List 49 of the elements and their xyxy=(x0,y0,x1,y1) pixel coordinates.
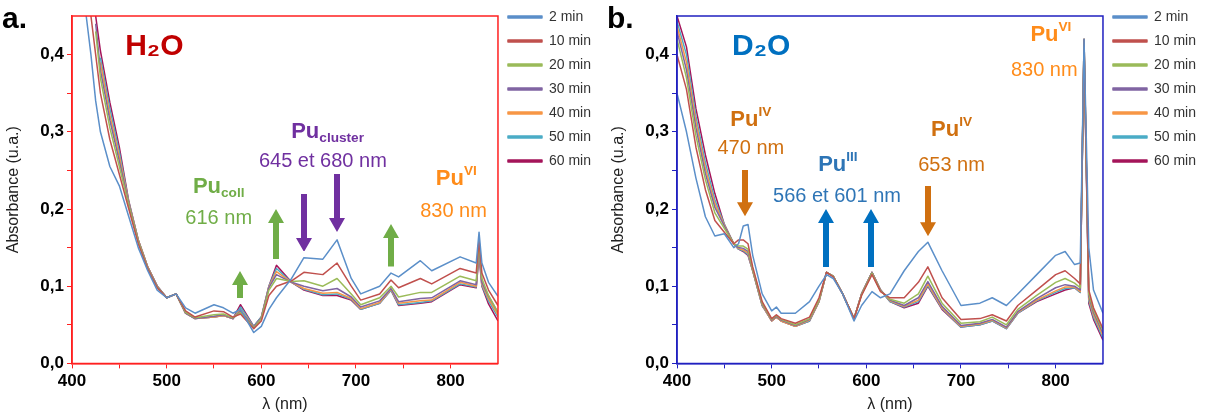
legend-label: 60 min xyxy=(548,151,592,168)
legend-label: 30 min xyxy=(1153,79,1197,96)
legend-label: 20 min xyxy=(548,55,592,72)
legend-label: 2 min xyxy=(548,7,584,24)
annotation: 470 nm xyxy=(717,135,785,158)
y-tick-label: 0,1 xyxy=(645,275,669,295)
chart-title: b. xyxy=(607,1,634,35)
y-tick-label: 0,4 xyxy=(40,44,65,64)
y-tick-label: 0,1 xyxy=(40,275,64,295)
annotation: 830 nm xyxy=(420,198,487,221)
x-tick-label: 700 xyxy=(946,371,976,391)
x-tick-label: 400 xyxy=(662,371,692,391)
x-tick-label: 600 xyxy=(247,371,276,391)
legend-label: 10 min xyxy=(1153,31,1197,48)
y-tick-label: 0,4 xyxy=(645,44,670,64)
legend-label: 30 min xyxy=(548,79,592,96)
annotation: 616 nm xyxy=(185,205,253,228)
y-tick-label: 0,2 xyxy=(40,198,64,218)
x-axis-title: λ (nm) xyxy=(867,394,913,412)
legend-label: 50 min xyxy=(1153,127,1197,144)
annotation: 653 nm xyxy=(918,152,985,175)
x-tick-label: 800 xyxy=(436,371,465,391)
y-tick-label: 0,0 xyxy=(645,353,669,373)
x-axis-title: λ (nm) xyxy=(262,394,308,412)
annotation: D₂O xyxy=(732,28,791,62)
y-tick-label: 0,0 xyxy=(40,353,64,373)
legend-label: 50 min xyxy=(548,127,592,144)
x-tick-label: 500 xyxy=(757,371,786,391)
annotation: 566 et 601 nm xyxy=(773,184,901,207)
legend-label: 20 min xyxy=(1153,55,1197,72)
legend-label: 40 min xyxy=(548,103,592,120)
annotation: H₂O xyxy=(125,28,184,62)
y-tick-label: 0,3 xyxy=(645,121,669,141)
chart-title: a. xyxy=(2,1,28,35)
x-tick-label: 400 xyxy=(57,371,87,391)
annotation: 830 nm xyxy=(1010,58,1078,81)
x-tick-label: 500 xyxy=(152,371,181,391)
legend-label: 40 min xyxy=(1153,103,1197,120)
legend-label: 10 min xyxy=(548,31,592,48)
legend-label: 2 min xyxy=(1153,7,1189,24)
y-tick-label: 0,2 xyxy=(645,198,669,218)
x-tick-label: 600 xyxy=(852,371,881,391)
y-axis-title: Absorbance (u.a.) xyxy=(609,126,627,254)
x-tick-label: 800 xyxy=(1041,371,1070,391)
y-axis-title: Absorbance (u.a.) xyxy=(4,126,22,254)
y-tick-label: 0,3 xyxy=(40,121,64,141)
x-tick-label: 700 xyxy=(341,371,371,391)
annotation: 645 et 680 nm xyxy=(258,149,387,172)
legend-label: 60 min xyxy=(1153,151,1197,168)
